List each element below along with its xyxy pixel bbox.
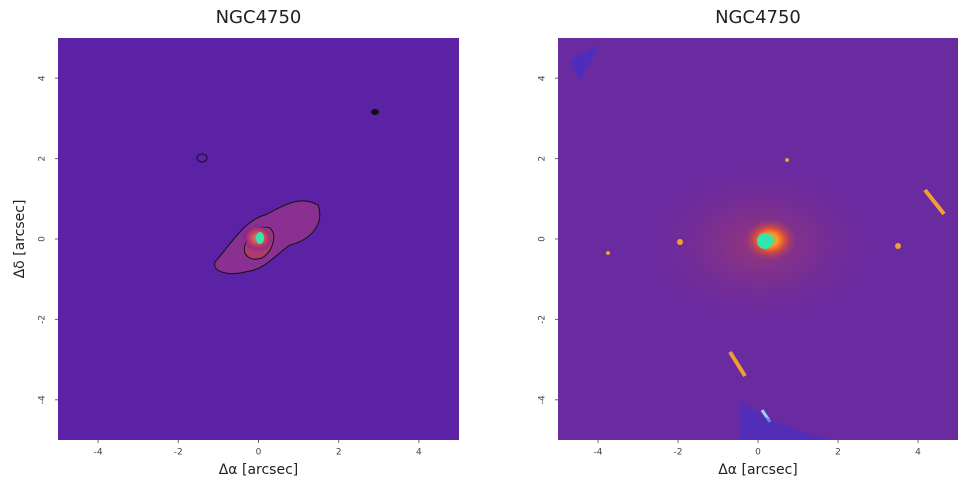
y-axis-label: Δδ [arcsec] [12, 200, 28, 279]
y-tick-label: -4 [538, 395, 548, 404]
y-tick-label: 2 [538, 156, 548, 162]
x-axis-label: Δα [arcsec] [219, 462, 299, 478]
x-tick-label: 4 [915, 448, 921, 458]
y-tick-label: -4 [38, 395, 48, 404]
y-tick-label: 4 [538, 75, 548, 81]
x-tick-label: -4 [594, 448, 603, 458]
x-tick-label: -4 [94, 448, 103, 458]
y-tick-label: 0 [38, 236, 48, 242]
y-tick-label: 0 [538, 236, 548, 242]
y-tick-label: -2 [38, 315, 48, 324]
x-tick-label: 0 [755, 448, 761, 458]
chart-title: NGC4750 [216, 7, 302, 28]
x-tick-label: -2 [674, 448, 683, 458]
chart-title: NGC4750 [715, 7, 801, 28]
left-image [58, 38, 459, 440]
x-tick-label: 4 [416, 448, 422, 458]
y-tick-label: 2 [38, 156, 48, 162]
y-tick-label: -2 [538, 315, 548, 324]
right-image [558, 38, 958, 440]
x-tick-label: -2 [174, 448, 183, 458]
y-tick-label: 4 [38, 75, 48, 81]
x-tick-label: 2 [336, 448, 342, 458]
x-tick-label: 0 [256, 448, 262, 458]
x-axis-label: Δα [arcsec] [718, 462, 798, 478]
x-tick-label: 2 [835, 448, 841, 458]
